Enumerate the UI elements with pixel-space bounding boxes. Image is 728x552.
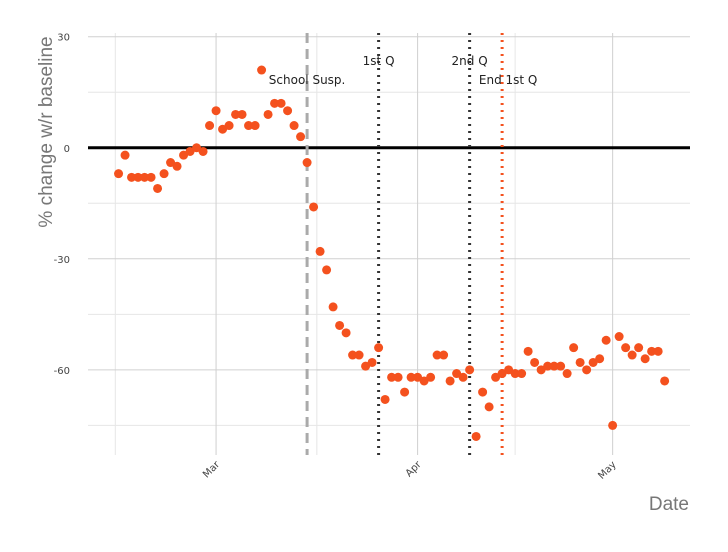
data-point — [348, 350, 358, 360]
y-tick-label: -60 — [54, 366, 70, 377]
data-point — [380, 394, 390, 404]
data-point — [465, 365, 475, 375]
data-point — [270, 98, 280, 108]
data-point — [478, 387, 488, 397]
data-point — [426, 372, 436, 382]
data-point — [133, 172, 143, 182]
data-point — [237, 109, 247, 119]
x-tick-label: Apr — [404, 459, 425, 480]
data-point — [263, 109, 273, 119]
x-axis-title: Date — [649, 494, 689, 515]
data-point — [523, 346, 533, 356]
data-point — [140, 172, 150, 182]
y-axis-title: % change w/r baseline — [36, 36, 57, 227]
data-point — [562, 369, 572, 379]
data-point — [627, 350, 637, 360]
data-point — [198, 146, 208, 156]
data-point — [250, 121, 260, 131]
data-point — [614, 332, 624, 342]
data-point — [484, 402, 494, 412]
data-point — [296, 132, 306, 142]
reference-label: End 1st Q — [479, 73, 537, 87]
data-point — [510, 369, 520, 379]
data-point — [153, 183, 163, 193]
data-point — [120, 150, 130, 160]
data-point — [458, 372, 468, 382]
data-point — [543, 361, 553, 371]
x-tick-label: May — [596, 459, 618, 481]
data-point — [400, 387, 410, 397]
data-point — [367, 357, 377, 367]
data-point — [640, 354, 650, 364]
data-point — [341, 328, 351, 338]
data-point — [283, 106, 293, 116]
data-point — [205, 121, 215, 131]
data-point — [309, 202, 319, 212]
data-point — [634, 343, 644, 353]
data-point — [647, 346, 657, 356]
data-point — [244, 121, 254, 131]
data-point — [231, 109, 241, 119]
data-point — [601, 335, 611, 345]
reference-label: 2nd Q — [452, 54, 488, 68]
data-point — [549, 361, 559, 371]
data-point — [322, 265, 332, 275]
data-point — [432, 350, 442, 360]
data-point — [315, 246, 325, 256]
data-point — [224, 121, 234, 131]
data-point — [595, 354, 605, 364]
data-point — [257, 65, 267, 75]
data-point — [387, 372, 397, 382]
reference-label: School Susp. — [269, 73, 346, 87]
x-tick-label: Mar — [201, 459, 223, 481]
data-point — [621, 343, 631, 353]
data-point — [406, 372, 416, 382]
data-point — [575, 357, 585, 367]
data-point — [653, 346, 663, 356]
data-point — [159, 169, 169, 179]
data-point — [556, 361, 566, 371]
data-point — [127, 172, 137, 182]
y-tick-label: 0 — [64, 144, 70, 155]
y-tick-label: -30 — [54, 255, 70, 266]
data-point — [569, 343, 579, 353]
data-point — [439, 350, 449, 360]
y-tick-label: 30 — [57, 33, 70, 44]
data-point — [517, 369, 527, 379]
data-point — [582, 365, 592, 375]
data-point — [146, 172, 156, 182]
data-point — [660, 376, 670, 386]
data-point — [302, 158, 312, 168]
data-point — [374, 343, 384, 353]
data-point — [172, 161, 182, 171]
data-point — [114, 169, 124, 179]
data-point — [393, 372, 403, 382]
data-point — [211, 106, 221, 116]
data-point — [354, 350, 364, 360]
data-point — [289, 121, 299, 131]
data-point — [530, 357, 540, 367]
data-point — [445, 376, 455, 386]
data-point — [335, 320, 345, 330]
data-point — [608, 420, 618, 430]
data-point — [276, 98, 286, 108]
data-point — [471, 431, 481, 441]
data-point — [328, 302, 338, 312]
reference-label: 1st Q — [363, 54, 395, 68]
